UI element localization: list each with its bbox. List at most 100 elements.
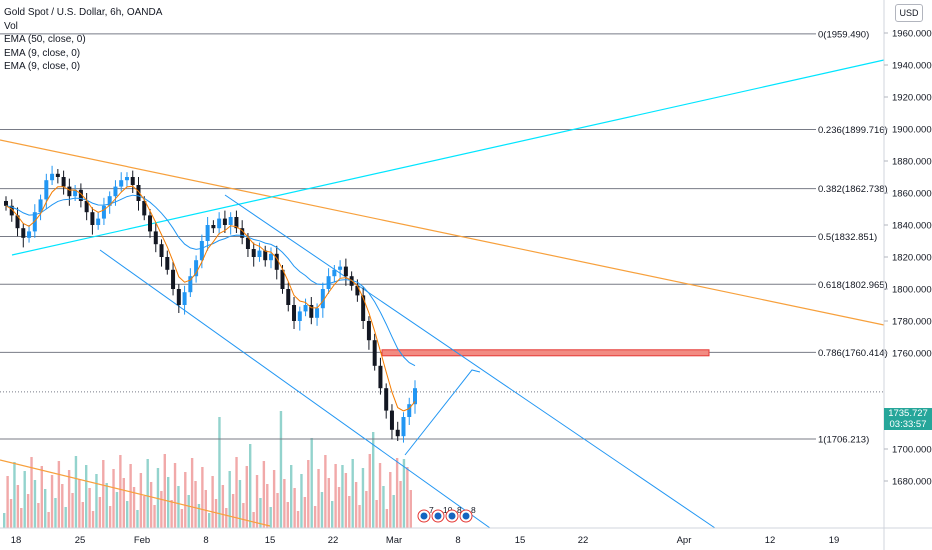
channel-lower-line[interactable]: [99, 249, 491, 529]
candle-body: [199, 241, 204, 261]
volume-bar: [112, 469, 115, 528]
volume-bar: [320, 492, 324, 528]
y-tick-label: 1680.000: [892, 477, 932, 488]
volume-bar: [259, 498, 262, 528]
volume-bar: [208, 513, 211, 528]
volume-bar: [81, 502, 84, 528]
volume-bar: [57, 461, 61, 528]
volume-bar: [214, 499, 218, 528]
volume-bar: [20, 508, 23, 528]
volume-bar: [170, 500, 173, 528]
x-tick-label: 22: [328, 535, 339, 546]
candle-body: [44, 180, 49, 200]
candle-body: [280, 269, 285, 289]
event-marker[interactable]: 7: [417, 505, 434, 523]
volume-bar: [307, 460, 310, 528]
candle-body: [21, 228, 26, 238]
resistance-zone[interactable]: [381, 349, 710, 357]
volume-bar: [3, 513, 6, 528]
cyan-trend-line[interactable]: [11, 59, 885, 256]
candle-body: [211, 225, 216, 229]
volume-bar: [126, 501, 129, 528]
countdown-tag: 03:33:57: [884, 419, 932, 430]
fib-level-label: 1(1706.213): [818, 435, 869, 446]
volume-bar: [67, 470, 71, 528]
volume-bar: [194, 481, 197, 528]
candle-body: [96, 218, 101, 225]
fib-level-label: 0.618(1802.965): [818, 280, 888, 291]
volume-bar: [262, 461, 266, 528]
event-count: 8: [471, 505, 476, 515]
volume-bar: [149, 482, 153, 528]
candle-body: [205, 225, 210, 241]
candle-body: [326, 276, 331, 289]
candle-body: [78, 189, 83, 201]
orange-lower-trend-line[interactable]: [0, 459, 271, 527]
y-tick-label: 1960.000: [892, 29, 932, 40]
channel-upper-line[interactable]: [224, 194, 716, 529]
volume-bar: [283, 479, 286, 528]
candle-body: [148, 215, 153, 232]
volume-bar: [13, 462, 16, 528]
candle-body: [355, 285, 360, 296]
volume-bar: [296, 511, 300, 528]
volume-bar: [245, 466, 248, 528]
flag-icon-inner: [448, 512, 456, 520]
candle-body: [90, 212, 95, 225]
ema-50-label[interactable]: EMA (50, close, 0): [4, 34, 86, 45]
flag-icon-inner: [434, 512, 442, 520]
volume-bar: [6, 476, 9, 528]
volume-bar: [61, 484, 64, 528]
candle-body: [263, 250, 268, 261]
volume-bar: [204, 490, 207, 528]
candle-body: [361, 295, 366, 321]
y-tick-label: 1940.000: [892, 61, 932, 72]
volume-bar: [88, 488, 91, 528]
candle-body: [113, 186, 118, 197]
volume-bar: [231, 494, 235, 528]
volume-bar: [160, 491, 163, 528]
candle-body: [9, 205, 14, 216]
candle-body: [274, 253, 279, 270]
projection-path[interactable]: [404, 369, 481, 456]
event-marker[interactable]: 8: [459, 505, 476, 523]
currency-button[interactable]: USD: [895, 4, 923, 22]
fib-level-label: 0.236(1899.716): [818, 125, 888, 136]
flag-icon-inner: [420, 512, 428, 520]
candle-body: [395, 429, 400, 437]
symbol-title[interactable]: Gold Spot / U.S. Dollar, 6h, OANDA: [4, 7, 163, 18]
volume-bar: [313, 506, 317, 528]
candle-body: [315, 308, 320, 318]
ema-9-label[interactable]: EMA (9, close, 0): [4, 47, 81, 59]
volume-bar: [293, 488, 296, 528]
volume-bar: [249, 444, 252, 528]
candle-body: [15, 215, 20, 229]
x-tick-label: Apr: [677, 535, 692, 546]
candle-body: [142, 201, 147, 216]
candle-body: [119, 180, 124, 187]
candle-body: [27, 231, 32, 238]
x-tick-label: 15: [515, 535, 526, 546]
volume-bar: [122, 478, 125, 528]
volume-bar: [378, 463, 382, 528]
volume-bar: [286, 502, 289, 528]
volume-bar: [105, 483, 108, 528]
volume-bar: [26, 494, 30, 528]
candle-body: [332, 269, 337, 277]
event-marker[interactable]: 8: [445, 505, 462, 523]
flag-icon-inner: [462, 512, 470, 520]
volume-indicator-label[interactable]: Vol: [4, 20, 18, 32]
volume-bar: [190, 458, 194, 528]
volume-bar: [102, 460, 105, 528]
ema-9b-label[interactable]: EMA (9, close, 0): [4, 61, 81, 72]
orange-trend-line[interactable]: [0, 139, 885, 326]
volume-bar: [252, 512, 255, 528]
volume-bar: [187, 495, 190, 528]
volume-bar: [303, 497, 307, 528]
event-marker[interactable]: 10: [431, 505, 453, 523]
candle-body: [297, 311, 302, 321]
volume-bar: [354, 482, 358, 528]
volume-bar: [64, 507, 67, 528]
